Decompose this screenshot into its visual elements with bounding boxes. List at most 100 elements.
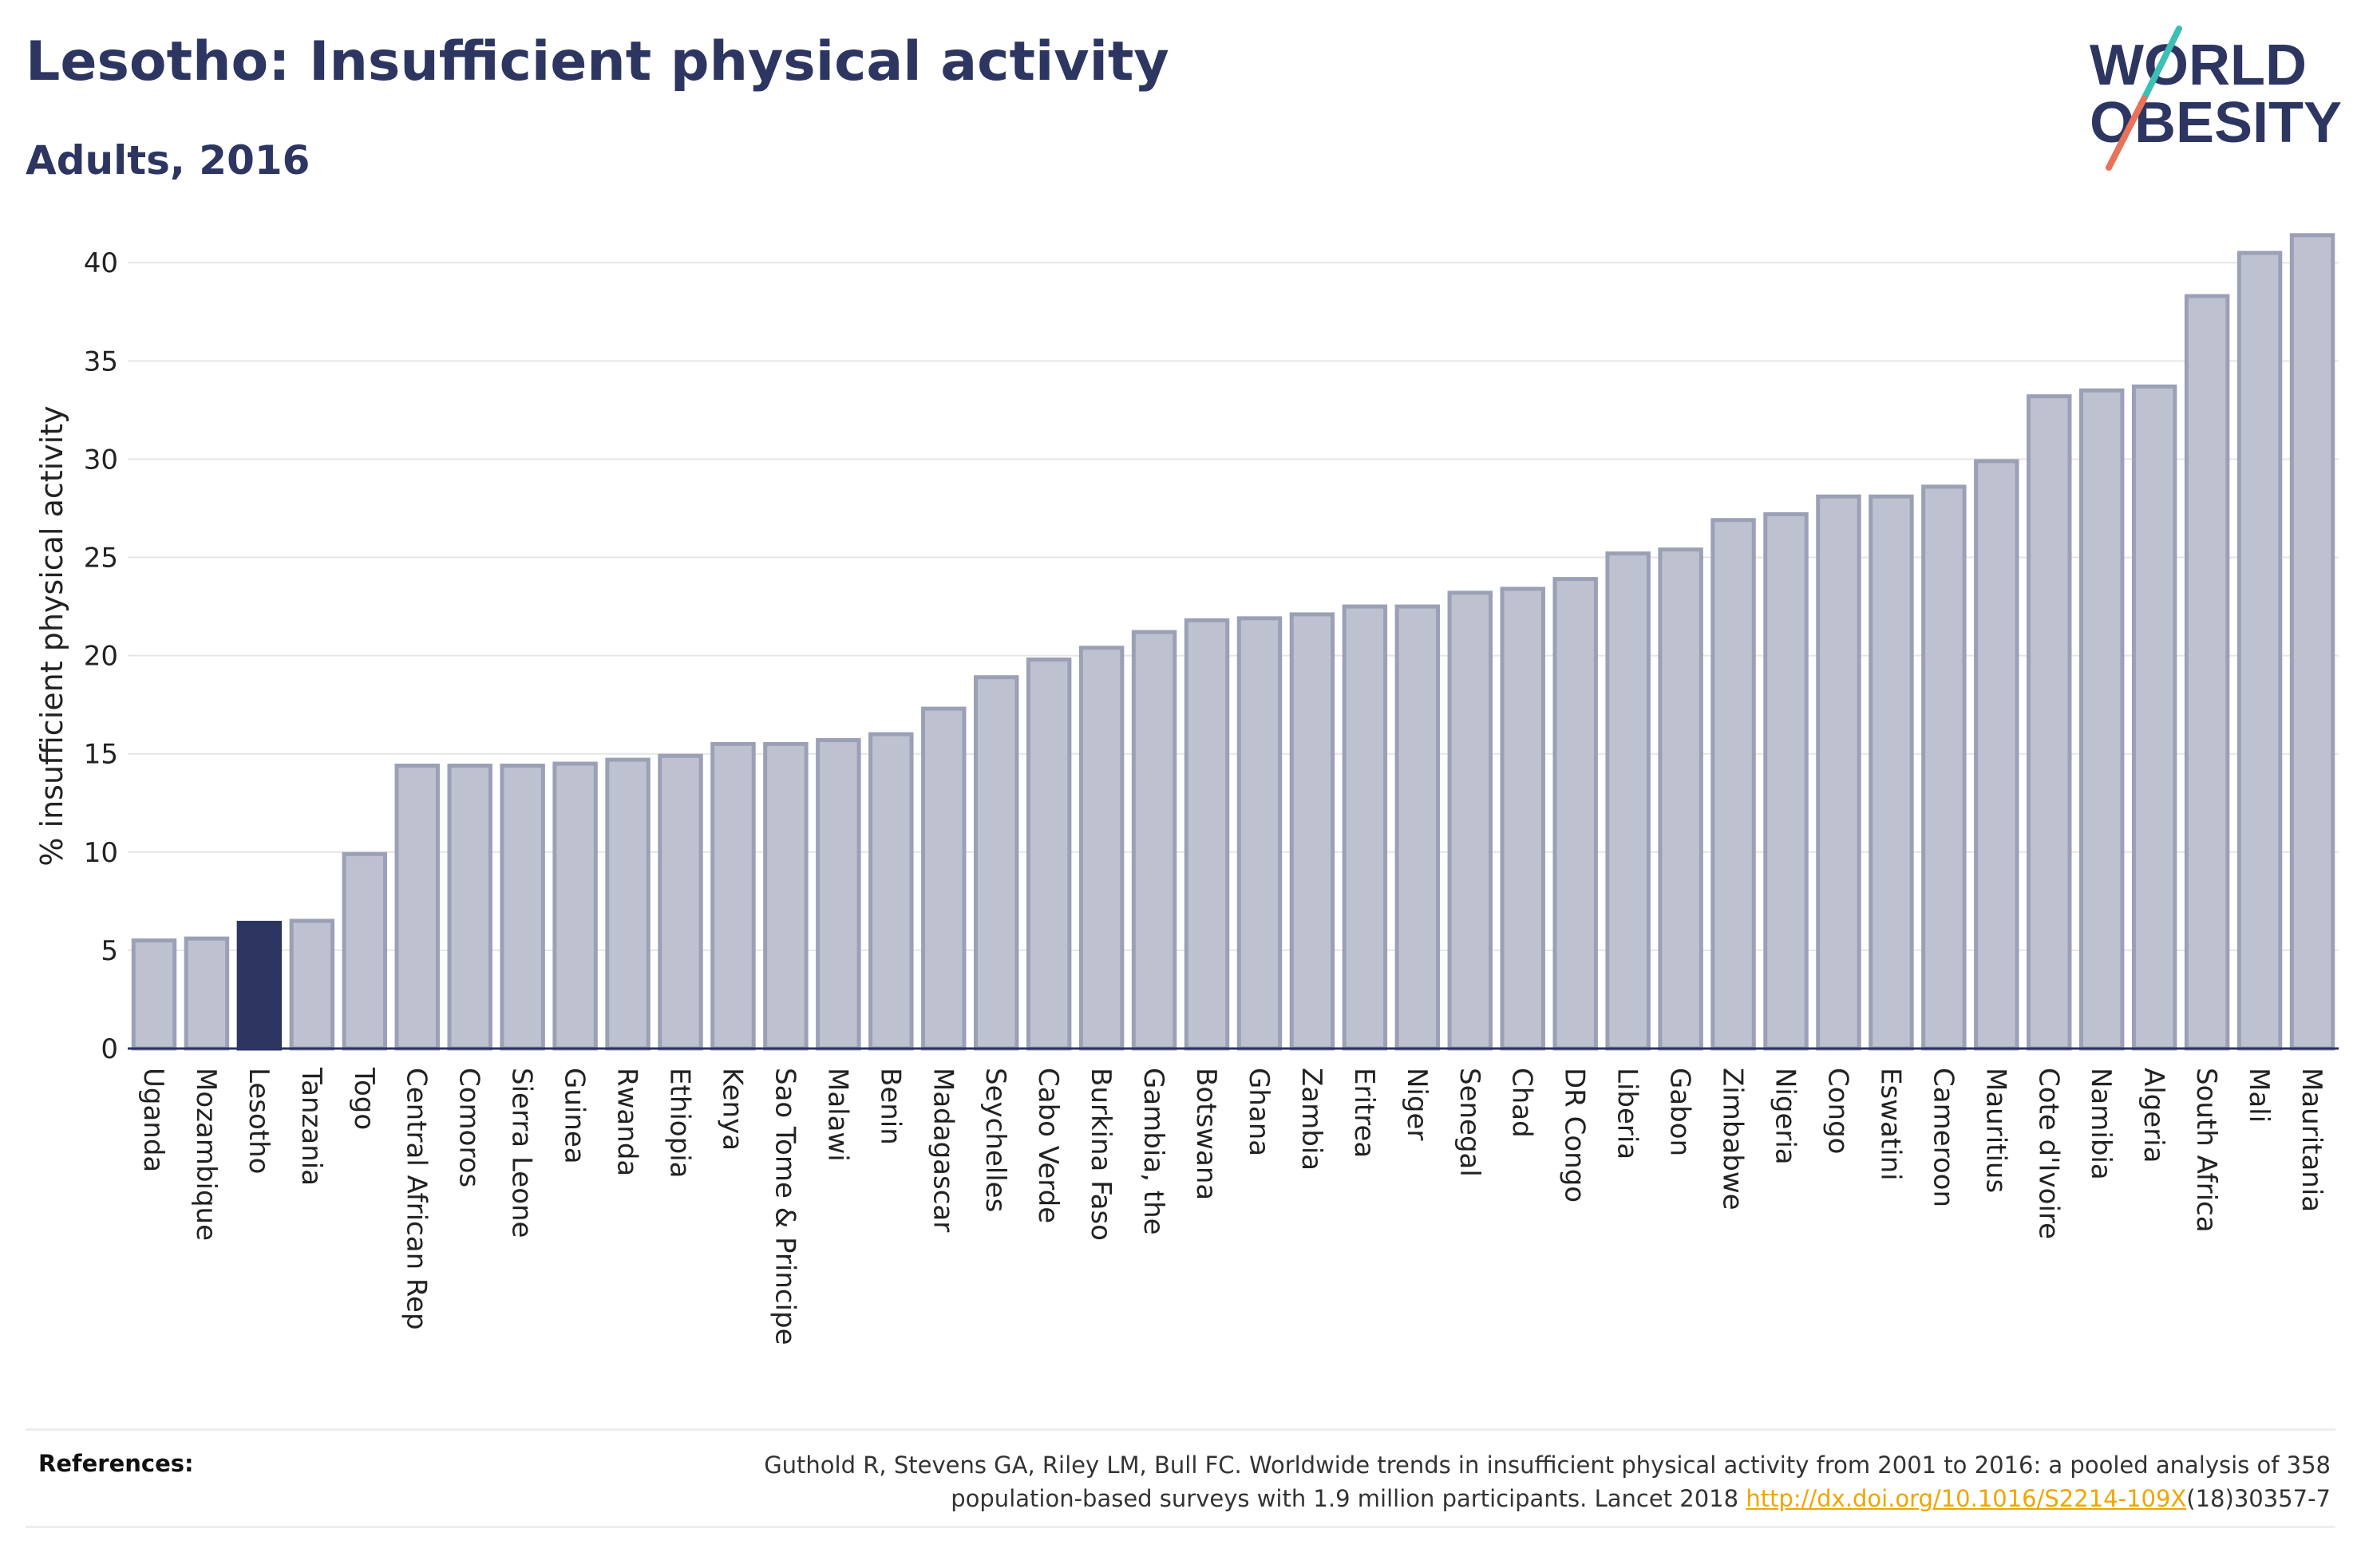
x-tick-label: Mauritius [1979,1068,2011,1193]
bar [763,741,809,1051]
bar [394,763,440,1051]
x-tick-label: Nigeria [1770,1068,1801,1165]
x-tick-label: Niger [1401,1068,1433,1140]
x-tick-label: Liberia [1612,1068,1643,1159]
bar [447,763,492,1051]
x-tick-label: Eswatini [1874,1068,1906,1181]
bar [1078,646,1125,1051]
x-tick-label: Eritrea [1348,1068,1380,1158]
bar [658,753,703,1051]
x-tick-label: Seychelles [979,1068,1011,1212]
y-tick-label: 25 [84,543,118,575]
x-tick-label: Sao Tome & Principe [769,1068,801,1345]
bar [1394,604,1441,1051]
bar [2289,233,2335,1051]
y-tick-label: 35 [84,346,118,377]
bar [1500,587,1545,1051]
x-tick-label: Kenya [716,1068,748,1151]
bar [500,763,545,1051]
bar [868,732,914,1051]
bar [1552,577,1598,1051]
x-tick-label: South Africa [2190,1068,2222,1233]
x-tick-label: Cameroon [1927,1068,1959,1207]
references-label: References: [38,1450,194,1477]
x-tick-label: Gambia, the [1137,1068,1169,1235]
bar-chart: 0 5 10 15 20 25 30 35 40 % insufficient physical … [34,233,2339,1345]
x-tick-label: Rwanda [611,1068,643,1176]
bar [1342,604,1388,1051]
references-line2: population-based surveys with 1.9 millio… [575,1482,2331,1515]
bar [1763,511,1809,1051]
references-line2-prefix: population-based surveys with 1.9 millio… [951,1485,1746,1512]
x-tick-label: Senegal [1453,1068,1485,1177]
x-tick-label: Sierra Leone [506,1068,538,1238]
bar [816,737,861,1051]
bar [184,936,230,1051]
x-tick-label: Cabo Verde [1032,1068,1064,1223]
x-tick-label: Mozambique [190,1068,222,1241]
bar [921,706,967,1051]
x-tick-label: Cote d'Ivoire [2032,1068,2064,1239]
bar [1236,616,1283,1051]
bar [710,741,756,1051]
x-tick-label: Mali [2243,1068,2275,1123]
bar [131,938,177,1051]
bar [1447,590,1493,1051]
bar [1816,494,1861,1051]
bar [289,918,335,1051]
y-tick-label: 40 [84,247,118,279]
x-tick-label: Malawi [821,1068,853,1162]
x-tick-label: Togo [348,1067,380,1130]
x-tick-label: Algeria [2138,1068,2169,1163]
x-tick-label: Lesotho [243,1068,275,1174]
bar [342,851,388,1051]
logo-slash-coral [2106,96,2147,171]
x-tick-label: Ethiopia [664,1068,696,1178]
bar [1710,518,1756,1051]
x-tick-label: Chad [1506,1068,1538,1138]
x-tick-label: Comoros [453,1068,485,1187]
bar [973,675,1019,1051]
y-tick-label: 15 [84,739,118,771]
y-tick-label: 0 [101,1033,118,1065]
logo-line1: WORLD [2090,34,2307,97]
x-tick-label: Botswana [1190,1068,1222,1200]
x-tick-label: Namibia [2085,1068,2117,1180]
world-obesity-logo: WORLD OBESITY [2090,26,2342,171]
y-tick-label: 20 [84,641,118,673]
references-doi-suffix: (18)30357-7 [2186,1485,2331,1512]
bar [1289,612,1335,1051]
y-tick-label: 5 [101,935,118,967]
bar [1658,547,1703,1051]
bar [236,920,283,1051]
x-tick-label: DR Congo [1559,1068,1591,1203]
x-tick-label: Zambia [1295,1068,1327,1171]
bar [1974,459,2019,1051]
x-tick-label: Ghana [1243,1068,1275,1156]
bar [2184,294,2230,1051]
bar [552,761,598,1051]
references-text: Guthold R, Stevens GA, Riley LM, Bull FC… [575,1448,2331,1515]
x-tick-label: Mauritania [2296,1068,2327,1212]
bar [1605,551,1651,1051]
x-tick-label: Gabon [1664,1068,1696,1156]
x-tick-label: Benin [874,1068,906,1145]
bar [1869,494,1914,1051]
references-line1: Guthold R, Stevens GA, Riley LM, Bull FC… [764,1451,2331,1479]
y-axis-label: % insufficient physical activity [34,405,69,866]
y-tick-label: 10 [84,837,118,869]
logo-slash-teal [2141,26,2182,102]
bar [1131,630,1177,1051]
references-divider-top [26,1428,2335,1431]
references-doi-link[interactable]: http://dx.doi.org/10.1016/S2214-109X [1746,1485,2187,1512]
x-tick-label: Zimbabwe [1717,1068,1749,1211]
bar [2078,388,2125,1051]
bar [605,757,651,1051]
x-tick-label: Congo [1821,1068,1853,1154]
x-tick-label: Burkina Faso [1085,1068,1117,1241]
bar [1184,618,1230,1051]
page-title: Lesotho: Insufficient physical activity [26,30,1169,93]
bar [2236,251,2283,1051]
x-tick-label: Tanzania [295,1067,327,1186]
bar [1026,658,1072,1051]
